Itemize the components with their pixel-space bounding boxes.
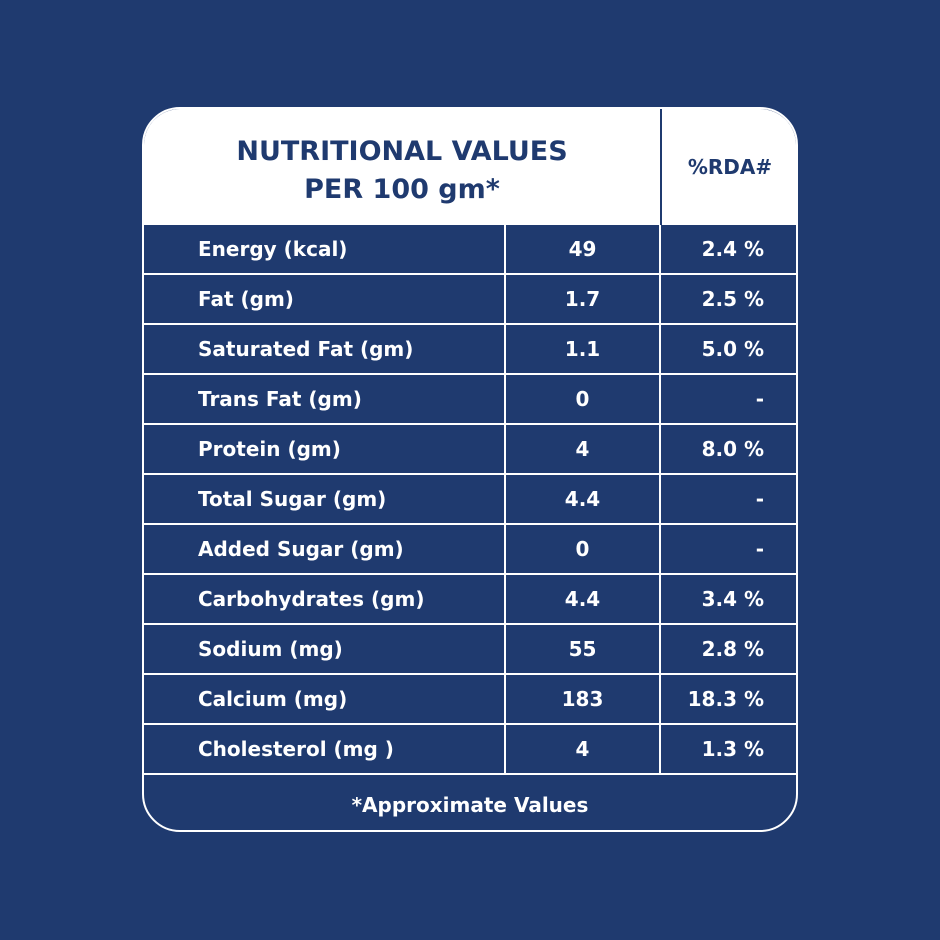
column-divider xyxy=(504,225,506,273)
nutrient-name: Energy (kcal) xyxy=(198,237,348,261)
column-divider xyxy=(504,475,506,523)
column-divider xyxy=(659,275,661,323)
nutrient-value: 4 xyxy=(575,737,590,761)
nutrient-rda: 2.5 % xyxy=(701,287,764,311)
table-row: Total Sugar (gm) 4.4 - xyxy=(144,475,796,525)
nutrient-value: 183 xyxy=(561,687,604,711)
table-row: Calcium (mg) 183 18.3 % xyxy=(144,675,796,725)
nutrient-name: Protein (gm) xyxy=(198,437,341,461)
column-divider xyxy=(659,675,661,723)
nutrient-name: Sodium (mg) xyxy=(198,637,343,661)
nutrient-rda: 3.4 % xyxy=(701,587,764,611)
table-row: Protein (gm) 4 8.0 % xyxy=(144,425,796,475)
column-divider xyxy=(504,625,506,673)
nutrient-rda: 18.3 % xyxy=(687,687,764,711)
nutrition-table-card: NUTRITIONAL VALUES PER 100 gm* %RDA# Ene… xyxy=(142,107,798,832)
nutrient-value: 1.1 xyxy=(564,337,601,361)
table-row: Trans Fat (gm) 0 - xyxy=(144,375,796,425)
nutrient-rda: 5.0 % xyxy=(701,337,764,361)
nutrient-rda: 2.8 % xyxy=(701,637,764,661)
table-row: Energy (kcal) 49 2.4 % xyxy=(144,225,796,275)
nutrient-rda: 8.0 % xyxy=(701,437,764,461)
nutrient-value: 1.7 xyxy=(564,287,601,311)
column-divider xyxy=(659,475,661,523)
nutrient-name: Calcium (mg) xyxy=(198,687,348,711)
nutrient-name: Cholesterol (mg ) xyxy=(198,737,394,761)
column-divider xyxy=(504,575,506,623)
nutrient-value: 4 xyxy=(575,437,590,461)
nutrient-name: Carbohydrates (gm) xyxy=(198,587,425,611)
table-row: Added Sugar (gm) 0 - xyxy=(144,525,796,575)
column-divider xyxy=(659,575,661,623)
nutrient-value: 4.4 xyxy=(564,587,601,611)
column-divider xyxy=(504,675,506,723)
column-divider xyxy=(659,725,661,773)
column-divider xyxy=(504,275,506,323)
header-divider xyxy=(660,109,662,225)
nutrient-value: 0 xyxy=(575,387,590,411)
table-row: Carbohydrates (gm) 4.4 3.4 % xyxy=(144,575,796,625)
nutrient-value: 0 xyxy=(575,537,590,561)
nutrient-name: Added Sugar (gm) xyxy=(198,537,404,561)
table-row: Sodium (mg) 55 2.8 % xyxy=(144,625,796,675)
nutrient-rda: - xyxy=(755,537,764,561)
table-title: NUTRITIONAL VALUES PER 100 gm* xyxy=(144,133,660,209)
column-divider xyxy=(504,725,506,773)
column-divider xyxy=(659,225,661,273)
table-row: Saturated Fat (gm) 1.1 5.0 % xyxy=(144,325,796,375)
nutrient-rda: - xyxy=(755,387,764,411)
column-divider xyxy=(659,325,661,373)
column-divider xyxy=(504,375,506,423)
column-divider xyxy=(659,625,661,673)
table-header: NUTRITIONAL VALUES PER 100 gm* %RDA# xyxy=(144,109,796,225)
nutrient-name: Fat (gm) xyxy=(198,287,294,311)
title-line-2: PER 100 gm* xyxy=(304,174,500,205)
nutrient-name: Total Sugar (gm) xyxy=(198,487,387,511)
column-divider xyxy=(504,325,506,373)
table-body: Energy (kcal) 49 2.4 % Fat (gm) 1.7 2.5 % Satu… xyxy=(144,225,796,775)
column-divider xyxy=(659,525,661,573)
column-divider xyxy=(659,375,661,423)
column-divider xyxy=(504,425,506,473)
nutrient-value: 55 xyxy=(568,637,597,661)
nutrient-rda: 2.4 % xyxy=(701,237,764,261)
table-row: Cholesterol (mg ) 4 1.3 % xyxy=(144,725,796,775)
rda-column-header: %RDA# xyxy=(687,155,773,179)
nutrient-value: 4.4 xyxy=(564,487,601,511)
column-divider xyxy=(504,525,506,573)
nutrient-value: 49 xyxy=(568,237,597,261)
nutrient-name: Saturated Fat (gm) xyxy=(198,337,414,361)
nutrient-rda: 1.3 % xyxy=(701,737,764,761)
nutrient-rda: - xyxy=(755,487,764,511)
footnote: *Approximate Values xyxy=(351,792,589,817)
column-divider xyxy=(659,425,661,473)
nutrient-name: Trans Fat (gm) xyxy=(198,387,362,411)
table-row: Fat (gm) 1.7 2.5 % xyxy=(144,275,796,325)
title-line-1: NUTRITIONAL VALUES xyxy=(236,136,568,167)
